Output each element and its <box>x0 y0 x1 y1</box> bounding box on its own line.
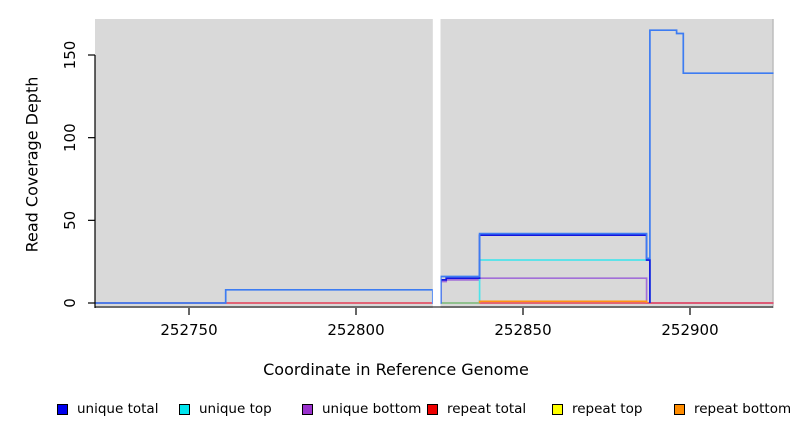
legend-item-unique-total: unique total <box>57 400 158 418</box>
legend-label-repeat-top: repeat top <box>572 401 643 417</box>
y-tick-label: 0 <box>61 298 79 308</box>
legend-item-repeat-total: repeat total <box>427 400 526 418</box>
legend-label-repeat-bottom: repeat bottom <box>694 401 792 417</box>
y-tick-label: 100 <box>61 123 79 152</box>
x-tick-label: 252900 <box>661 321 718 339</box>
series-line-total <box>95 29 774 304</box>
no-data-gap-band <box>432 19 441 308</box>
legend-item-repeat-top: repeat top <box>552 400 642 418</box>
y-axis-title: Read Coverage Depth <box>22 76 42 253</box>
legend-label-unique-top: unique top <box>199 401 272 417</box>
chart-legend: unique total unique top unique bottom repea… <box>0 400 792 424</box>
legend-swatch-unique-total <box>57 403 68 415</box>
legend-item-unique-top: unique top <box>179 400 272 418</box>
x-tick-label: 252800 <box>327 321 384 339</box>
legend-label-unique-bottom: unique bottom <box>322 401 422 417</box>
series-line-repeat-bottom <box>478 300 648 303</box>
x-tick-label: 252850 <box>494 321 551 339</box>
legend-swatch-repeat-total <box>427 403 438 415</box>
legend-swatch-unique-top <box>179 403 190 415</box>
legend-item-repeat-bottom: repeat bottom <box>674 400 791 418</box>
legend-item-unique-bottom: unique bottom <box>302 400 421 418</box>
legend-swatch-unique-bottom <box>302 403 313 415</box>
x-axis-title: Coordinate in Reference Genome <box>263 360 529 379</box>
legend-swatch-repeat-bottom <box>674 403 685 415</box>
legend-label-repeat-total: repeat total <box>447 401 527 417</box>
legend-label-unique-total: unique total <box>77 401 159 417</box>
x-tick-label: 252750 <box>160 321 217 339</box>
y-tick-label: 50 <box>61 211 79 230</box>
y-tick-label: 150 <box>61 41 79 70</box>
legend-swatch-repeat-top <box>552 403 563 415</box>
